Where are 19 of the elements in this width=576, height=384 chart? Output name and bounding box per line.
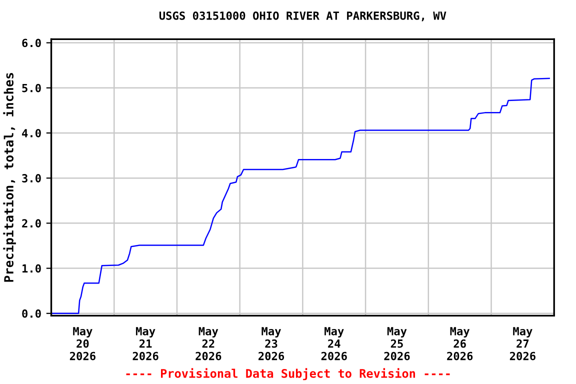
y-tick-label: 5.0	[22, 84, 41, 92]
y-tick-label: 6.0	[22, 38, 41, 48]
x-tick-label: May 21 2026	[132, 327, 158, 360]
x-tick-label: May 20 2026	[70, 327, 96, 360]
y-tick-label: 1.0	[22, 264, 41, 273]
text: ---- Provisional Data Subject to Revision ----	[126, 368, 450, 380]
y-tick-label: 2.0	[22, 219, 41, 228]
x-tick-label: May 27 2026	[510, 327, 536, 360]
x-tick-label: May 24 2026	[321, 327, 347, 360]
x-tick-label: May 22 2026	[196, 327, 222, 360]
line-series	[51, 78, 550, 314]
y-tick-label: 3.0	[22, 174, 41, 182]
chart-title: USGS 03151000 OHIO RIVER AT PARKERSBURG, WV	[159, 11, 446, 22]
y-axis-title: Precipitation, total, inches	[3, 73, 16, 282]
y-tick-label: 4.0	[22, 128, 41, 138]
y-tick-label: 0.0	[22, 309, 41, 318]
x-tick-label: May 25 2026	[384, 327, 410, 360]
x-tick-label: May 23 2026	[258, 327, 284, 360]
x-tick-label: May 26 2026	[447, 327, 473, 360]
